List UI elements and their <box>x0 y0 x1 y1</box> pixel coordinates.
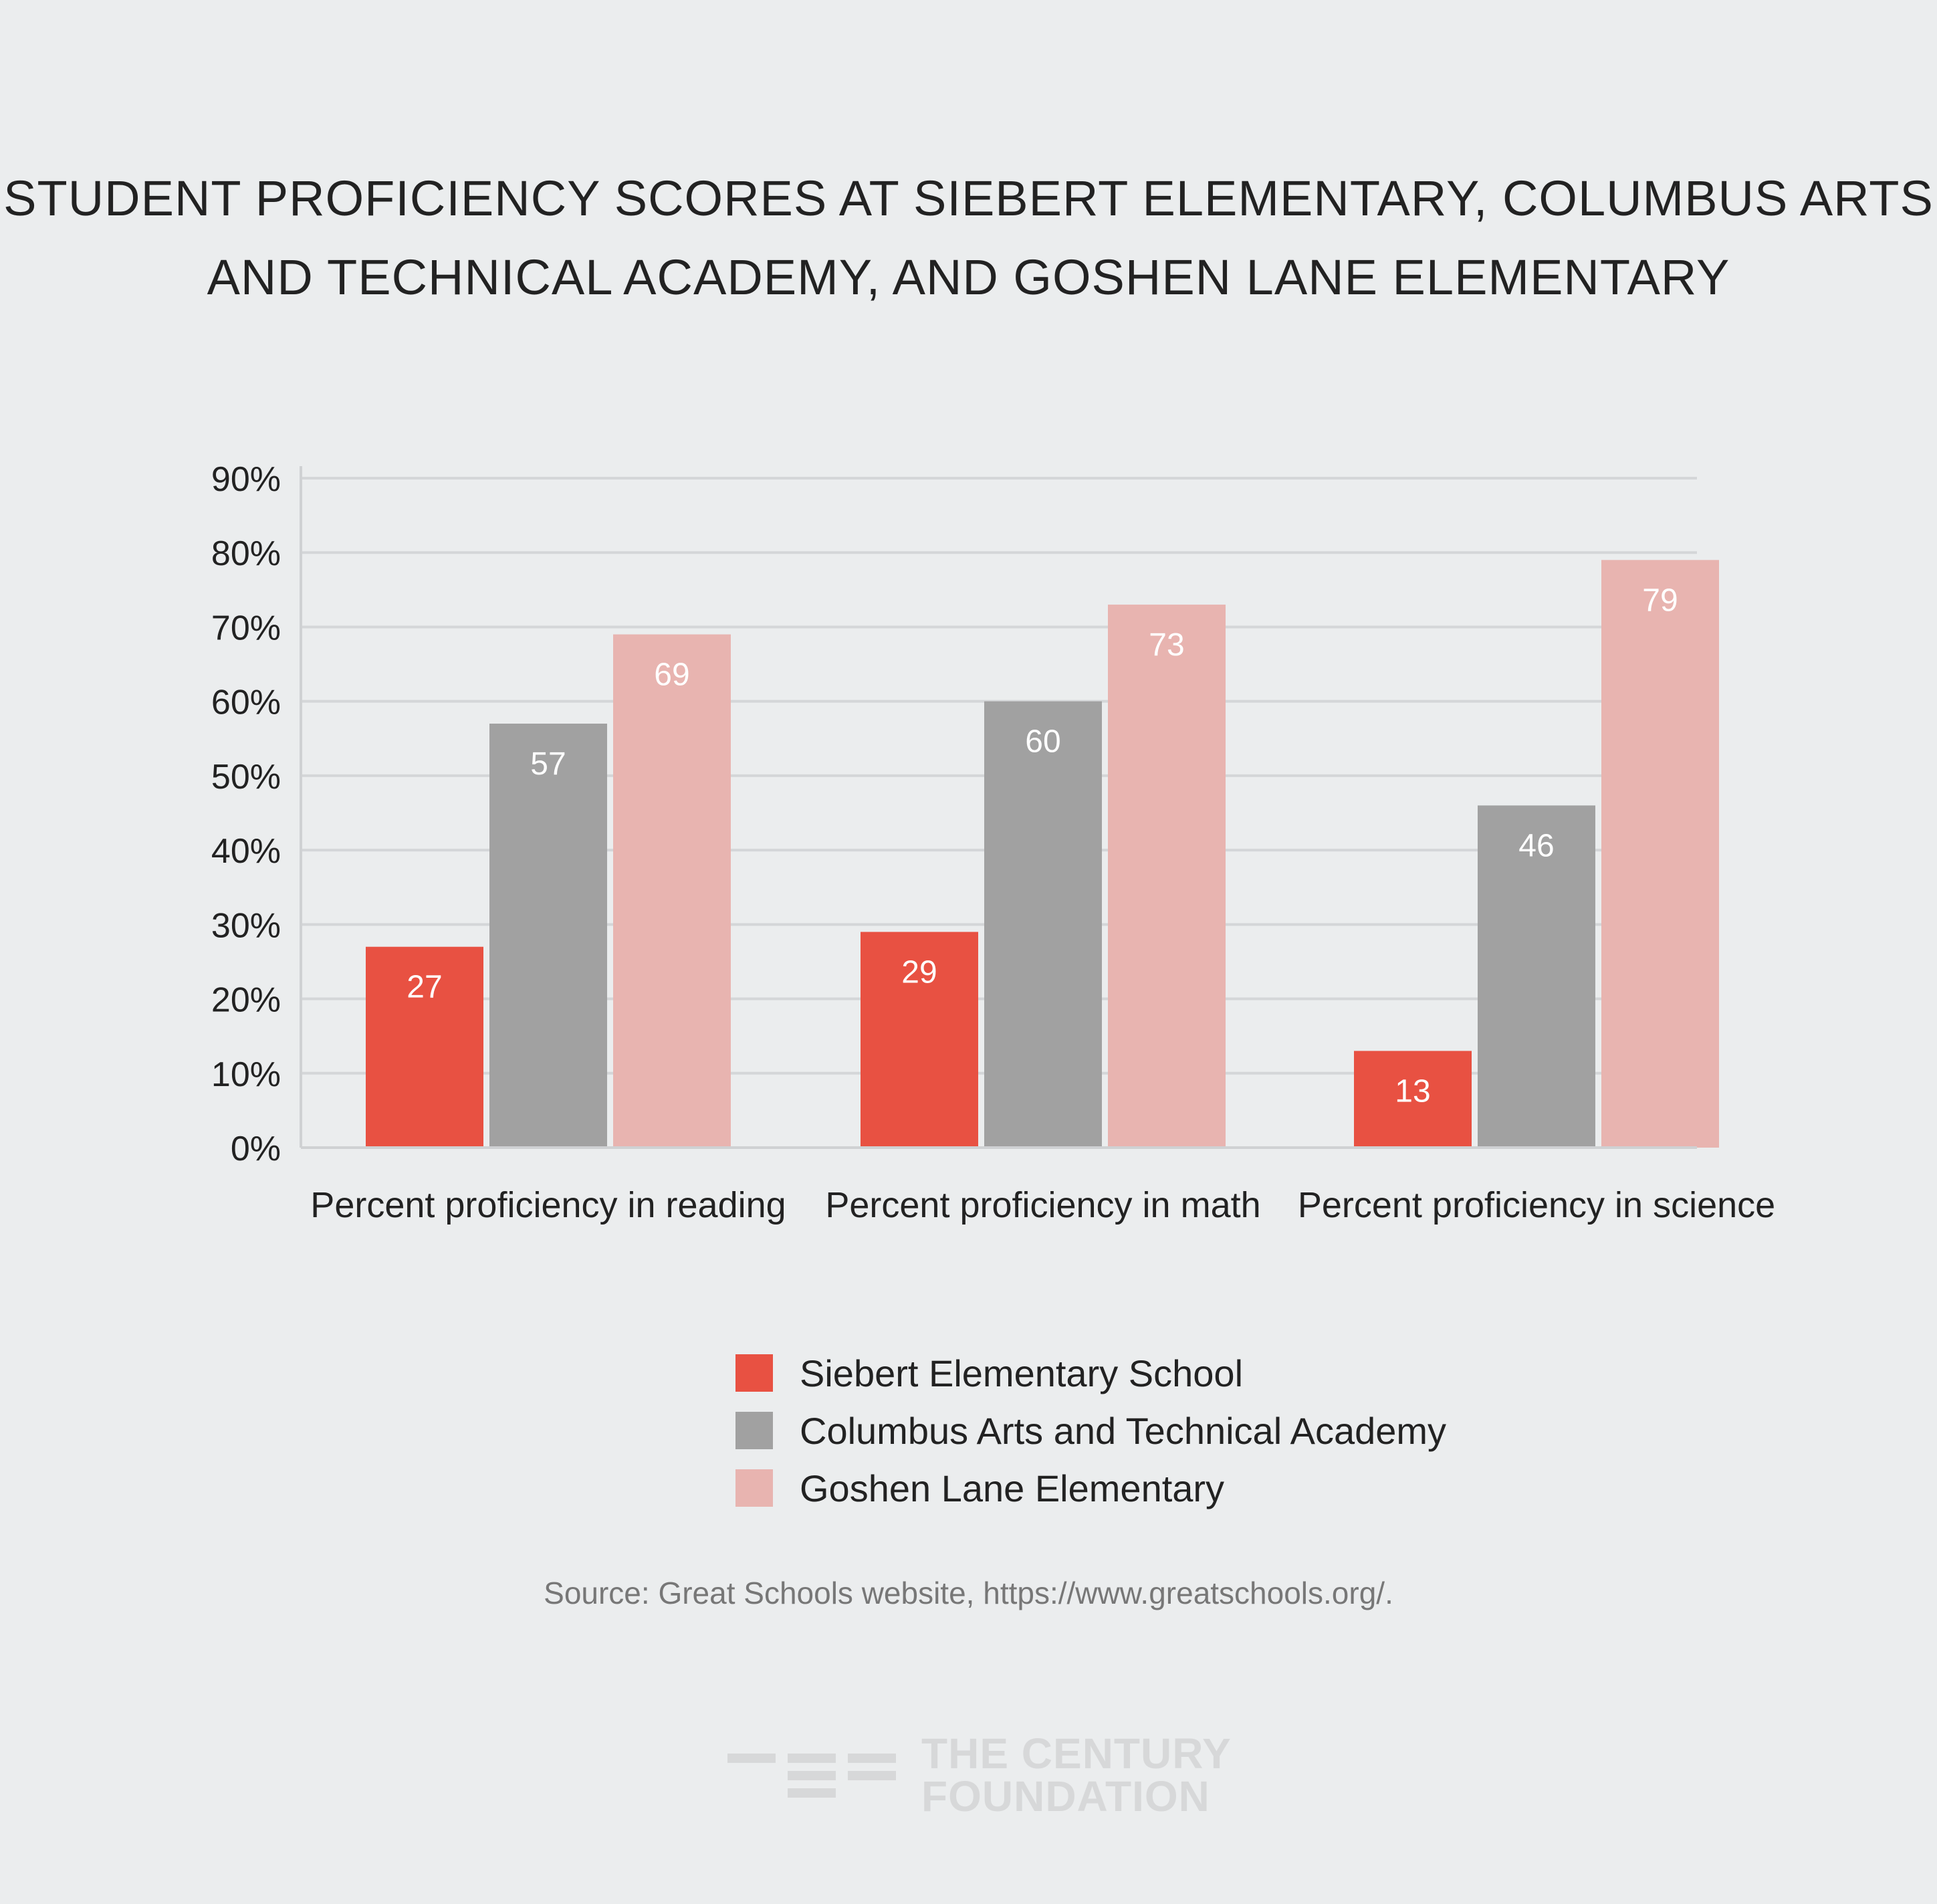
bar-chart: 0% 10% 20% 30% 40% 50% 60% 70% 80% 90% 27 57 69 29 60… <box>211 460 1775 1225</box>
x-axis-category-labels: Percent proficiency in reading Percent pr… <box>310 1185 1775 1225</box>
legend-label-goshen: Goshen Lane Elementary <box>800 1467 1225 1509</box>
legend-swatch-columbus <box>735 1412 773 1449</box>
bar-value-label: 69 <box>654 657 689 693</box>
bars <box>366 560 1719 1148</box>
bar-value-label: 46 <box>1518 828 1554 863</box>
legend-item-siebert: Siebert Elementary School <box>735 1344 1446 1402</box>
chart-legend: Siebert Elementary School Columbus Arts … <box>735 1344 1446 1517</box>
y-tick-label: 30% <box>211 906 281 945</box>
x-category-label: Percent proficiency in science <box>1298 1185 1775 1225</box>
bar-value-label: 29 <box>901 954 937 990</box>
y-tick-label: 50% <box>211 758 281 797</box>
chart-title: STUDENT PROFICIENCY SCORES AT SIEBERT EL… <box>0 159 1937 317</box>
legend-label-siebert: Siebert Elementary School <box>800 1352 1244 1394</box>
chart-title-line-2: AND TECHNICAL ACADEMY, AND GOSHEN LANE E… <box>207 249 1730 305</box>
bar-value-label: 79 <box>1642 583 1678 618</box>
x-category-label: Percent proficiency in reading <box>310 1185 786 1225</box>
axes <box>300 466 1697 1149</box>
legend-item-goshen: Goshen Lane Elementary <box>735 1459 1446 1517</box>
bar-value-label: 57 <box>530 746 566 782</box>
x-category-label: Percent proficiency in math <box>825 1185 1260 1225</box>
legend-swatch-goshen <box>735 1469 773 1507</box>
century-foundation-mark-icon <box>727 1754 896 1798</box>
y-tick-label: 70% <box>211 609 281 647</box>
bar-value-label: 60 <box>1025 724 1060 760</box>
bar-value-label: 13 <box>1395 1073 1430 1109</box>
bar <box>861 932 978 1148</box>
bar <box>1478 805 1595 1148</box>
logo-line-2: FOUNDATION <box>921 1772 1210 1820</box>
y-axis-tick-labels: 0% 10% 20% 30% 40% 50% 60% 70% 80% 90% <box>211 460 281 1168</box>
legend-item-columbus: Columbus Arts and Technical Academy <box>735 1402 1446 1459</box>
y-tick-label: 10% <box>211 1055 281 1094</box>
century-foundation-wordmark: THE CENTURY FOUNDATION <box>921 1732 1232 1818</box>
y-tick-label: 40% <box>211 832 281 871</box>
y-tick-label: 90% <box>211 460 281 499</box>
bar-value-labels: 27 57 69 29 60 73 13 46 79 <box>407 583 1678 1109</box>
y-tick-label: 0% <box>231 1130 281 1168</box>
source-note: Source: Great Schools website, https://w… <box>544 1576 1393 1610</box>
y-tick-label: 80% <box>211 534 281 573</box>
bar <box>613 634 731 1148</box>
legend-label-columbus: Columbus Arts and Technical Academy <box>800 1409 1447 1452</box>
y-tick-label: 60% <box>211 683 281 722</box>
century-foundation-logo: THE CENTURY FOUNDATION <box>727 1732 1232 1818</box>
bar <box>1601 560 1719 1148</box>
bar-value-label: 73 <box>1149 627 1184 663</box>
bar <box>489 724 607 1148</box>
bar <box>1354 1051 1472 1148</box>
y-tick-label: 20% <box>211 981 281 1020</box>
legend-swatch-siebert <box>735 1354 773 1392</box>
bar-value-label: 27 <box>407 970 442 1005</box>
chart-title-line-1: STUDENT PROFICIENCY SCORES AT SIEBERT EL… <box>3 171 1934 226</box>
logo-line-1: THE CENTURY <box>921 1729 1232 1778</box>
bar <box>1108 605 1226 1148</box>
bar <box>366 946 483 1148</box>
bar <box>984 701 1102 1148</box>
